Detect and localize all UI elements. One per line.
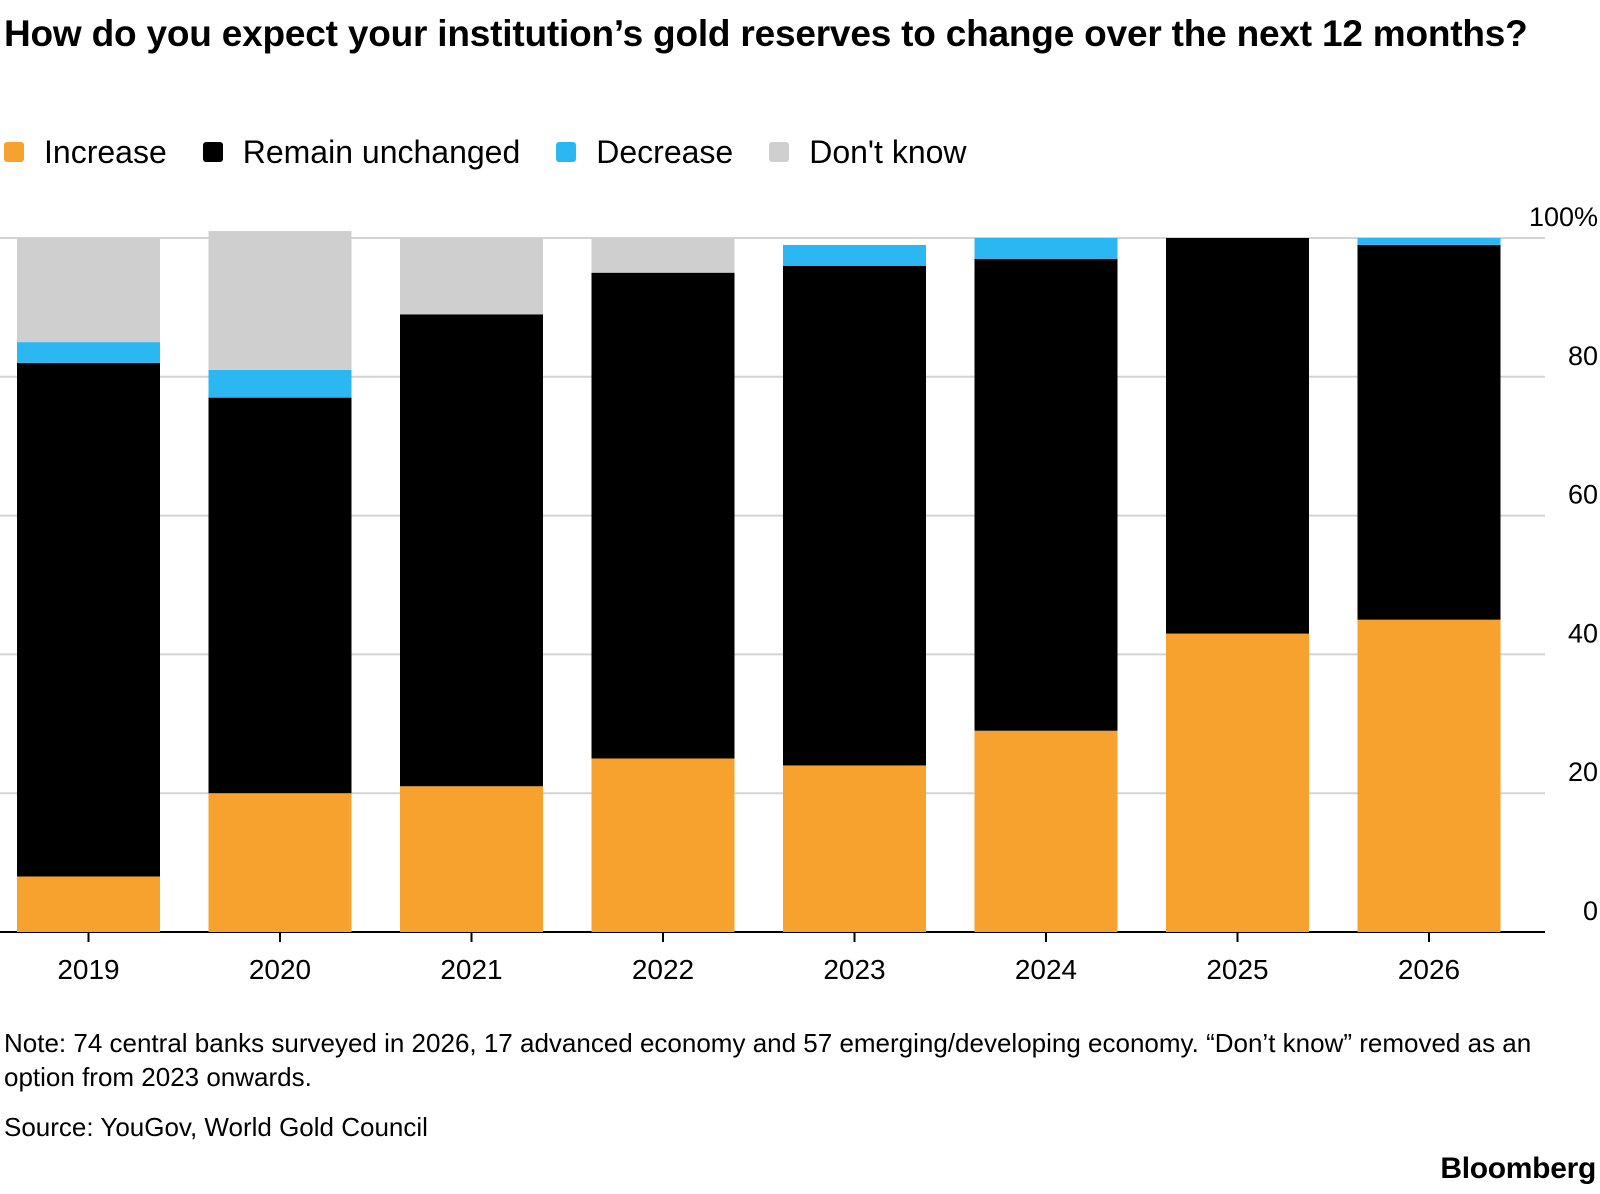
bar-segment-don-t-know [17,238,160,343]
bar-segment-increase [783,765,926,932]
bar-segment-decrease [1357,238,1501,245]
bar-segment-increase [1357,619,1501,932]
bloomberg-logo: Bloomberg [1440,1152,1596,1185]
legend-swatch-decrease [556,142,577,162]
legend-item-decrease: Decrease [556,134,733,171]
bar-segment-increase [591,758,735,932]
x-tick-label: 2026 [1398,954,1460,985]
legend-label-decrease: Decrease [596,133,734,170]
stacked-bar-chart: 0 20 40 60 80 100% 2019 2020 2021 2022 2023 2024 202… [0,202,1598,985]
bar-segment-remain-unchanged [17,362,160,877]
bar-segment-decrease [17,342,160,363]
chart-source: Source: YouGov, World Gold Council [4,1112,428,1142]
bar-segment-increase [400,786,543,932]
bar-segment-increase [974,730,1118,932]
y-tick-label: 80 [1568,341,1598,371]
bar-segment-remain-unchanged [1357,244,1501,620]
bar-segment-decrease [974,238,1118,259]
x-tick-label: 2025 [1206,954,1268,985]
bar-segment-don-t-know [591,238,735,273]
bar-segment-remain-unchanged [974,258,1118,731]
legend-label-increase: Increase [44,133,167,170]
bar-segment-don-t-know [208,231,352,370]
legend-swatch-dont-know [769,142,790,162]
bar-segment-don-t-know [400,238,543,315]
x-tick-label: 2024 [1015,954,1077,985]
bar-segment-increase [208,793,352,932]
chart-title: How do you expect your institution’s gol… [4,13,1528,54]
legend-item-increase: Increase [4,134,167,171]
bar-segment-decrease [208,369,352,398]
bar-segment-remain-unchanged [591,272,735,759]
bar-segment-remain-unchanged [400,314,543,787]
legend-item-remain-unchanged: Remain unchanged [202,133,521,171]
x-tick-label: 2019 [57,954,119,985]
bar-segment-remain-unchanged [1166,238,1309,634]
bar-segment-decrease [783,244,926,266]
x-tick-label: 2020 [249,954,311,985]
y-tick-label: 100% [1529,202,1598,232]
bar-segment-increase [17,876,160,932]
legend-item-dont-know: Don't know [769,133,967,171]
bar-segment-remain-unchanged [208,397,352,794]
legend-swatch-increase [4,142,24,162]
chart-note: Note: 74 central banks surveyed in 2026,… [4,1028,1532,1092]
bar-segment-remain-unchanged [783,265,926,766]
legend-label-remain-unchanged: Remain unchanged [242,133,521,170]
x-tick-label: 2023 [823,954,885,985]
y-tick-label: 20 [1568,757,1598,787]
legend-swatch-remain-unchanged [202,142,223,162]
y-tick-label: 0 [1583,896,1598,926]
legend-label-dont-know: Don't know [809,133,967,170]
bar-segment-increase [1166,633,1309,932]
y-tick-label: 60 [1568,480,1598,510]
y-tick-label: 40 [1568,618,1598,648]
x-tick-label: 2021 [440,954,502,985]
chart-legend: Increase Remain unchanged Decrease Don't… [4,132,1003,172]
x-tick-label: 2022 [632,954,694,985]
